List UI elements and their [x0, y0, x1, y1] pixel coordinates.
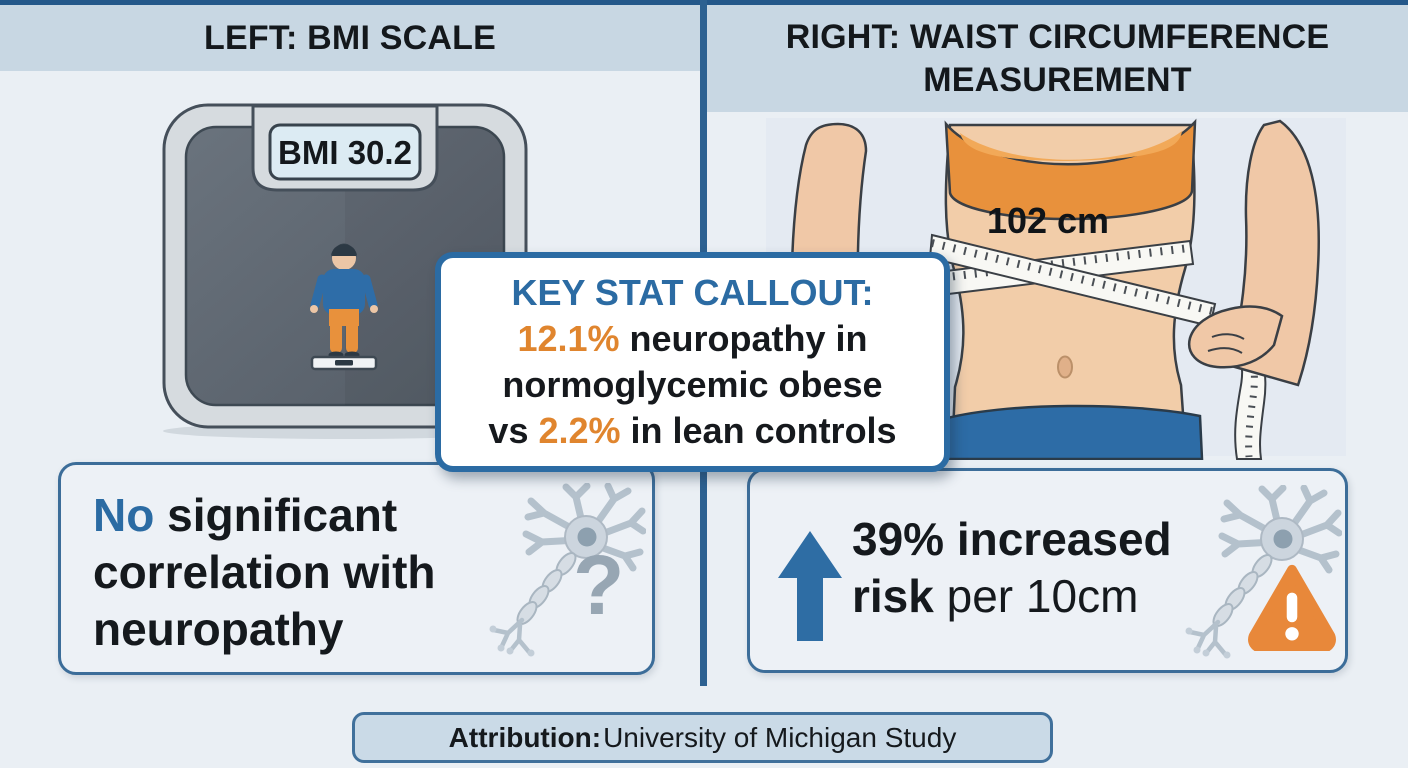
waist-measurement-label: 102 cm	[987, 200, 1109, 241]
right-arm	[1187, 119, 1320, 387]
bmi-display-value: BMI 30.2	[278, 134, 412, 171]
person-figure	[310, 243, 378, 371]
bmi-finding-box: No significant correlation with neuropat…	[58, 462, 655, 675]
right-panel-header: RIGHT: WAIST CIRCUMFERENCE MEASUREMENT	[707, 5, 1408, 112]
up-arrow-icon	[778, 531, 842, 641]
key-stat-callout: KEY STAT CALLOUT: 12.1% neuropathy in no…	[435, 252, 950, 472]
attribution-text: University of Michigan Study	[603, 721, 957, 753]
stat-obese-pct: 12.1%	[517, 318, 620, 359]
navel	[1057, 355, 1073, 379]
left-panel-header: LEFT: BMI SCALE	[0, 5, 700, 71]
bmi-finding-text: No significant correlation with neuropat…	[93, 489, 436, 655]
right-panel-title: RIGHT: WAIST CIRCUMFERENCE MEASUREMENT	[785, 18, 1330, 99]
attribution-bar: Attribution: University of Michigan Stud…	[352, 712, 1053, 763]
attribution-label: Attribution:	[448, 721, 602, 753]
callout-line-3: vs 2.2% in lean controls	[488, 410, 897, 451]
warning-triangle-icon	[1248, 564, 1336, 651]
callout-line-2: normoglycemic obese	[502, 364, 883, 405]
hand	[1187, 305, 1284, 369]
pants	[936, 404, 1204, 460]
stat-lean-pct: 2.2%	[538, 410, 621, 451]
bmi-display	[268, 123, 422, 181]
crop-top	[944, 118, 1197, 221]
question-mark-icon: ?	[573, 538, 625, 632]
waist-finding-text: 39% increased risk per 10cm	[852, 513, 1172, 622]
callout-line-1: 12.1% neuropathy in	[517, 318, 868, 359]
waist-finding-box: 39% increased risk per 10cm	[747, 468, 1348, 673]
left-panel-title: LEFT: BMI SCALE	[204, 18, 496, 57]
callout-heading: KEY STAT CALLOUT:	[511, 272, 874, 313]
neuron-icon	[489, 483, 646, 657]
neuron-icon	[1185, 485, 1342, 659]
